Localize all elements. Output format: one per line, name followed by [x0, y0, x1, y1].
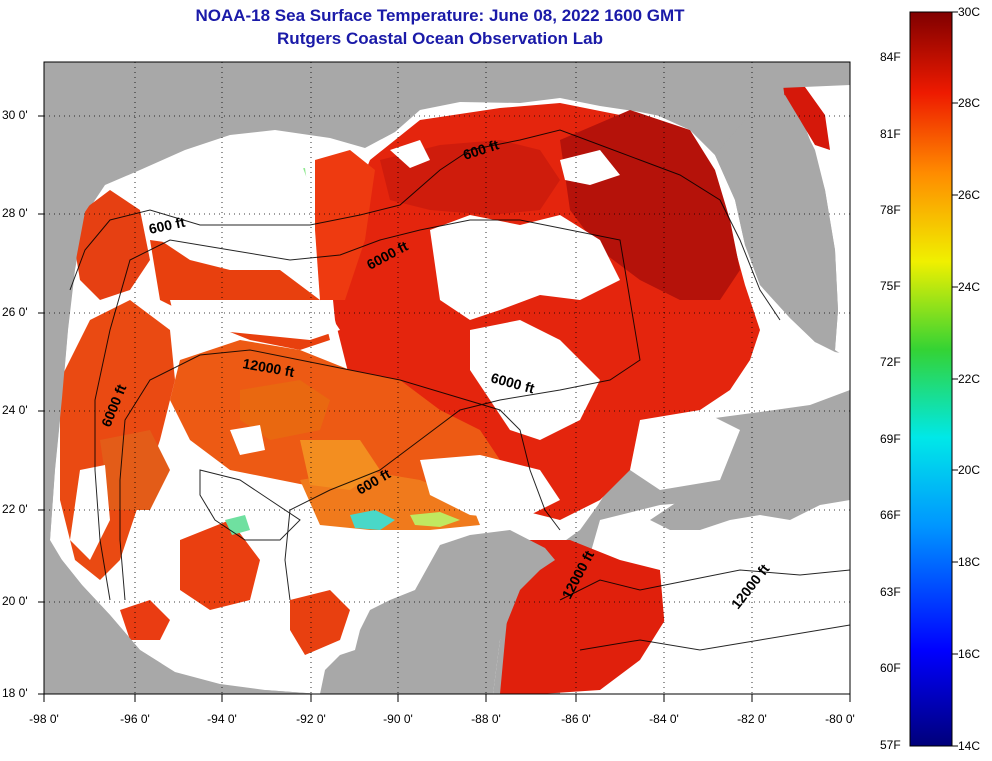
colorbar-celsius-label: 16C — [958, 647, 981, 661]
colorbar-celsius-label: 26C — [958, 188, 981, 202]
colorbar-celsius-label: 18C — [958, 555, 981, 569]
atlantic-water — [780, 62, 850, 360]
colorbar-celsius-label: 22C — [958, 372, 981, 386]
lat-label: 28 0' — [2, 206, 28, 220]
lon-label: -96 0' — [120, 712, 150, 726]
colorbar-celsius-label: 20C — [958, 463, 981, 477]
colorbar-fahrenheit-label: 78F — [880, 203, 901, 217]
lon-label: -86 0' — [561, 712, 591, 726]
lon-label: -98 0' — [29, 712, 59, 726]
colorbar-celsius-label: 14C — [958, 739, 981, 753]
cloud-gaps — [70, 140, 850, 694]
colorbar-celsius-label: 24C — [958, 280, 981, 294]
map-border — [43, 61, 851, 695]
lon-label: -80 0' — [825, 712, 855, 726]
lon-label: -88 0' — [471, 712, 501, 726]
yucatan-peninsula — [320, 530, 555, 694]
lat-label: 30 0' — [2, 108, 28, 122]
lon-label: -84 0' — [649, 712, 679, 726]
lon-label: -92 0' — [296, 712, 326, 726]
colorbar-fahrenheit-label: 84F — [880, 50, 901, 64]
contour-label: 600 ft — [147, 214, 186, 237]
colorbar-fahrenheit-label: 66F — [880, 508, 901, 522]
landmasses — [44, 62, 850, 694]
lat-label: 24 0' — [2, 403, 28, 417]
colorbar-fahrenheit-label: 69F — [880, 432, 901, 446]
axis-ticks — [38, 115, 851, 702]
map-title: NOAA-18 Sea Surface Temperature: June 08… — [195, 6, 685, 25]
lon-label: -90 0' — [383, 712, 413, 726]
mexico-coast — [44, 540, 320, 694]
map-subtitle: Rutgers Coastal Ocean Observation Lab — [277, 29, 603, 48]
lat-label: 18 0' — [2, 686, 28, 700]
lat-label: 26 0' — [2, 305, 28, 319]
lon-label: -94 0' — [207, 712, 237, 726]
lon-label: -82 0' — [737, 712, 767, 726]
lat-label: 20 0' — [2, 594, 28, 608]
depth-contours — [69, 129, 850, 651]
colorbar — [909, 11, 953, 747]
colorbar-fahrenheit-label: 81F — [880, 127, 901, 141]
colorbar-ticks — [952, 11, 958, 747]
graticule — [44, 62, 850, 694]
colorbar-fahrenheit-label: 72F — [880, 355, 901, 369]
colorbar-celsius-label: 28C — [958, 96, 981, 110]
colorbar-celsius-label: 30C — [958, 5, 981, 19]
colorbar-fahrenheit-label: 60F — [880, 661, 901, 675]
lat-label: 22 0' — [2, 502, 28, 516]
colorbar-fahrenheit-label: 75F — [880, 279, 901, 293]
cuba — [650, 470, 850, 530]
colorbar-fahrenheit-label: 63F — [880, 585, 901, 599]
florida-peninsula — [715, 95, 838, 350]
colorbar-fahrenheit-label: 57F — [880, 738, 901, 752]
us-gulf-coast — [44, 62, 850, 545]
